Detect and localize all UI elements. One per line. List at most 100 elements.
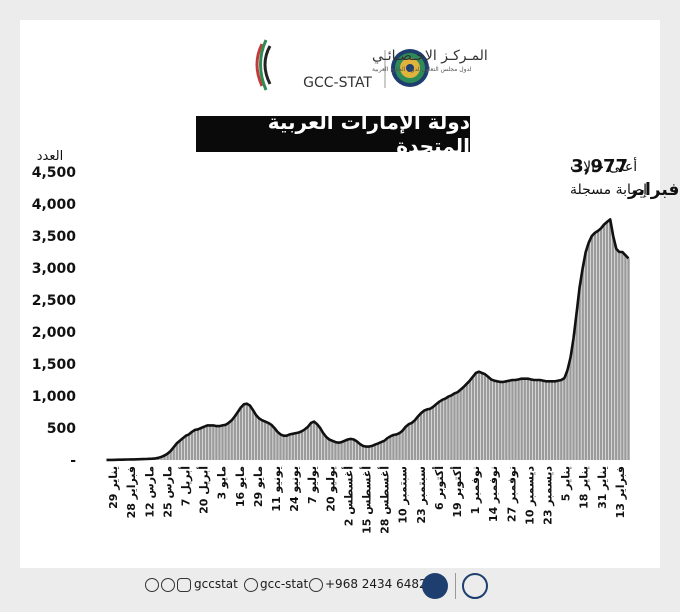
- y-tick-label: 4,000: [32, 197, 77, 213]
- bar: [596, 230, 600, 460]
- bar: [294, 433, 297, 460]
- bar: [483, 374, 487, 460]
- x-tick-label: 23 سبتمبر: [415, 466, 428, 524]
- bar: [425, 409, 429, 460]
- bar: [392, 435, 395, 460]
- bar: [233, 416, 236, 460]
- social-handle[interactable]: gccstat: [194, 577, 238, 591]
- bar: [376, 443, 380, 460]
- gcc-stat-logo-icon: [255, 39, 272, 91]
- x-tick-label: 15 أغسطس: [360, 466, 374, 534]
- bar: [169, 451, 172, 460]
- x-tick-label: 28 فبراير: [125, 466, 138, 518]
- org-subname-arabic: لدول مجلس التعاون لدول الخليج العربية: [372, 66, 472, 73]
- bar: [489, 379, 493, 460]
- bar: [166, 453, 169, 460]
- bar: [202, 426, 206, 460]
- x-tick-label: 24 يونيو: [288, 466, 301, 512]
- bar: [401, 430, 404, 460]
- bar: [553, 381, 557, 460]
- bar: [218, 426, 221, 460]
- y-tick-label: 3,000: [32, 261, 77, 277]
- website-icon[interactable]: [244, 578, 258, 592]
- x-tick-label: 7 يوليو: [306, 466, 319, 504]
- bar: [309, 422, 313, 460]
- bar: [431, 406, 435, 460]
- bar: [523, 378, 526, 460]
- bar: [215, 426, 218, 460]
- y-tick-label: 4,500: [32, 165, 77, 181]
- bar: [361, 445, 365, 460]
- bar: [306, 426, 310, 460]
- bar: [190, 431, 194, 460]
- bar: [465, 383, 468, 460]
- bar: [325, 436, 328, 460]
- bar: [389, 436, 392, 460]
- instagram-icon[interactable]: [177, 578, 191, 592]
- bar: [526, 378, 529, 460]
- bar: [535, 380, 539, 460]
- bar: [611, 236, 615, 460]
- bar: [248, 405, 252, 460]
- x-tick-label: 27 نوفمبر: [505, 466, 518, 522]
- bar: [346, 439, 349, 460]
- bar: [581, 268, 584, 460]
- website-handle[interactable]: gcc-stat: [260, 577, 309, 591]
- bar: [288, 434, 291, 460]
- bar: [318, 428, 322, 460]
- bar: [563, 378, 566, 460]
- bar: [322, 433, 325, 460]
- bar: [227, 422, 230, 460]
- bar: [251, 410, 255, 460]
- bar: [160, 456, 163, 460]
- bar: [575, 312, 578, 460]
- trend-line: [106, 218, 630, 462]
- phone-number[interactable]: +968 2434 6482: [325, 577, 427, 591]
- bar: [193, 429, 197, 460]
- bar: [334, 442, 337, 460]
- x-tick-label: 19 أكتوبر: [450, 466, 464, 518]
- x-tick-label: 20 أبريل: [197, 466, 211, 514]
- whatsapp-icon[interactable]: [309, 578, 323, 592]
- bar: [331, 440, 334, 460]
- max-cases-date: 3 فبراير: [627, 180, 680, 200]
- bar: [199, 428, 203, 460]
- bar: [511, 380, 514, 460]
- y-tick-label: 500: [47, 421, 76, 437]
- bar: [492, 380, 496, 460]
- x-tick-label: 2 أغسطس: [341, 466, 355, 526]
- y-tick-label: 1,000: [32, 389, 77, 405]
- bar: [624, 255, 627, 460]
- bar: [300, 431, 304, 460]
- bar: [547, 381, 551, 460]
- gcc-emblem-icon: [391, 49, 429, 87]
- bar: [520, 378, 523, 460]
- bar: [404, 426, 407, 460]
- bar: [209, 425, 212, 460]
- bar: [270, 424, 273, 460]
- bar: [370, 445, 374, 460]
- bar: [206, 425, 209, 460]
- x-tick-label: 10 سبتمبر: [397, 466, 410, 524]
- header-logo-area: المـركـز الإحـصـائـي لدول مجلس التعاون ل…: [255, 39, 488, 91]
- iso-badge-icon: [422, 573, 448, 599]
- x-tick-label: 5 يناير: [560, 466, 573, 501]
- twitter-icon[interactable]: [161, 578, 175, 592]
- x-tick-label: 29 يناير: [107, 466, 120, 509]
- facebook-icon[interactable]: [145, 578, 159, 592]
- bar: [499, 381, 502, 460]
- bar: [468, 380, 471, 460]
- x-tick-label: 25 مارس: [161, 466, 174, 518]
- bar: [529, 379, 533, 460]
- bar: [383, 440, 386, 460]
- bar: [175, 443, 178, 460]
- x-tick-label: 29 مايو: [252, 466, 265, 507]
- bar: [279, 434, 282, 460]
- bar: [273, 428, 276, 460]
- bar: [254, 415, 258, 460]
- certification-badge-icon: [462, 573, 488, 599]
- x-tick-label: 16 مايو: [234, 466, 247, 507]
- bar: [398, 433, 401, 460]
- bar: [416, 416, 420, 460]
- bar: [184, 435, 188, 460]
